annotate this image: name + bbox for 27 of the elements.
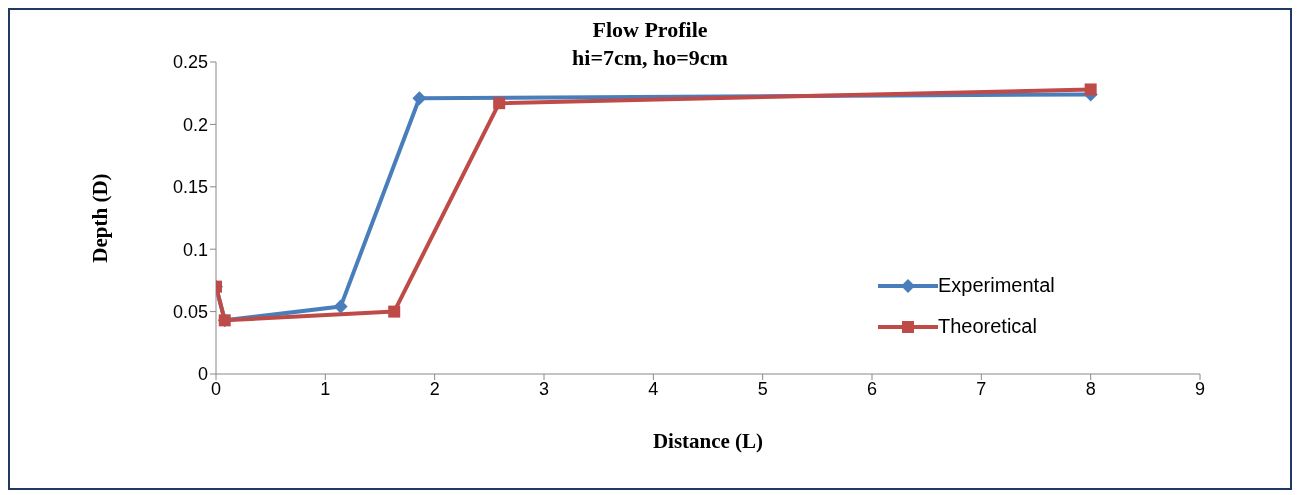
point	[333, 299, 348, 314]
y-tick-label: 0.1	[182, 239, 208, 260]
x-tick-label: 9	[1194, 378, 1206, 399]
x-tick-label: 6	[866, 378, 878, 399]
x-tick-label: 2	[429, 378, 440, 399]
x-tick-label: 8	[1085, 378, 1096, 399]
y-tick-label: 0	[197, 364, 208, 385]
chart-title: Flow Profile	[591, 16, 709, 44]
y-axis-title: Depth (D)	[88, 173, 113, 263]
x-tick-label: 0	[210, 378, 222, 399]
y-tick-label: 0.05	[172, 301, 208, 322]
x-tick-label: 3	[538, 378, 550, 399]
point	[388, 305, 401, 318]
x-tick-label: 7	[976, 378, 987, 399]
x-tick-label: 4	[648, 378, 659, 399]
y-tick-label: 0.2	[182, 114, 208, 135]
chart-subtitle: hi=7cm, ho=9cm	[572, 45, 728, 70]
legend-label: Experimental	[938, 274, 1055, 297]
x-tick-label: 1	[320, 378, 331, 399]
legend-label: Theoretical	[938, 315, 1037, 338]
y-tick-label: 0.15	[172, 177, 208, 198]
point	[493, 97, 506, 110]
x-tick-label: 5	[757, 378, 768, 399]
x-axis-title: Distance (L)	[652, 429, 764, 453]
y-tick-label: 0.25	[172, 52, 208, 73]
point	[1084, 83, 1097, 96]
point	[412, 91, 427, 106]
